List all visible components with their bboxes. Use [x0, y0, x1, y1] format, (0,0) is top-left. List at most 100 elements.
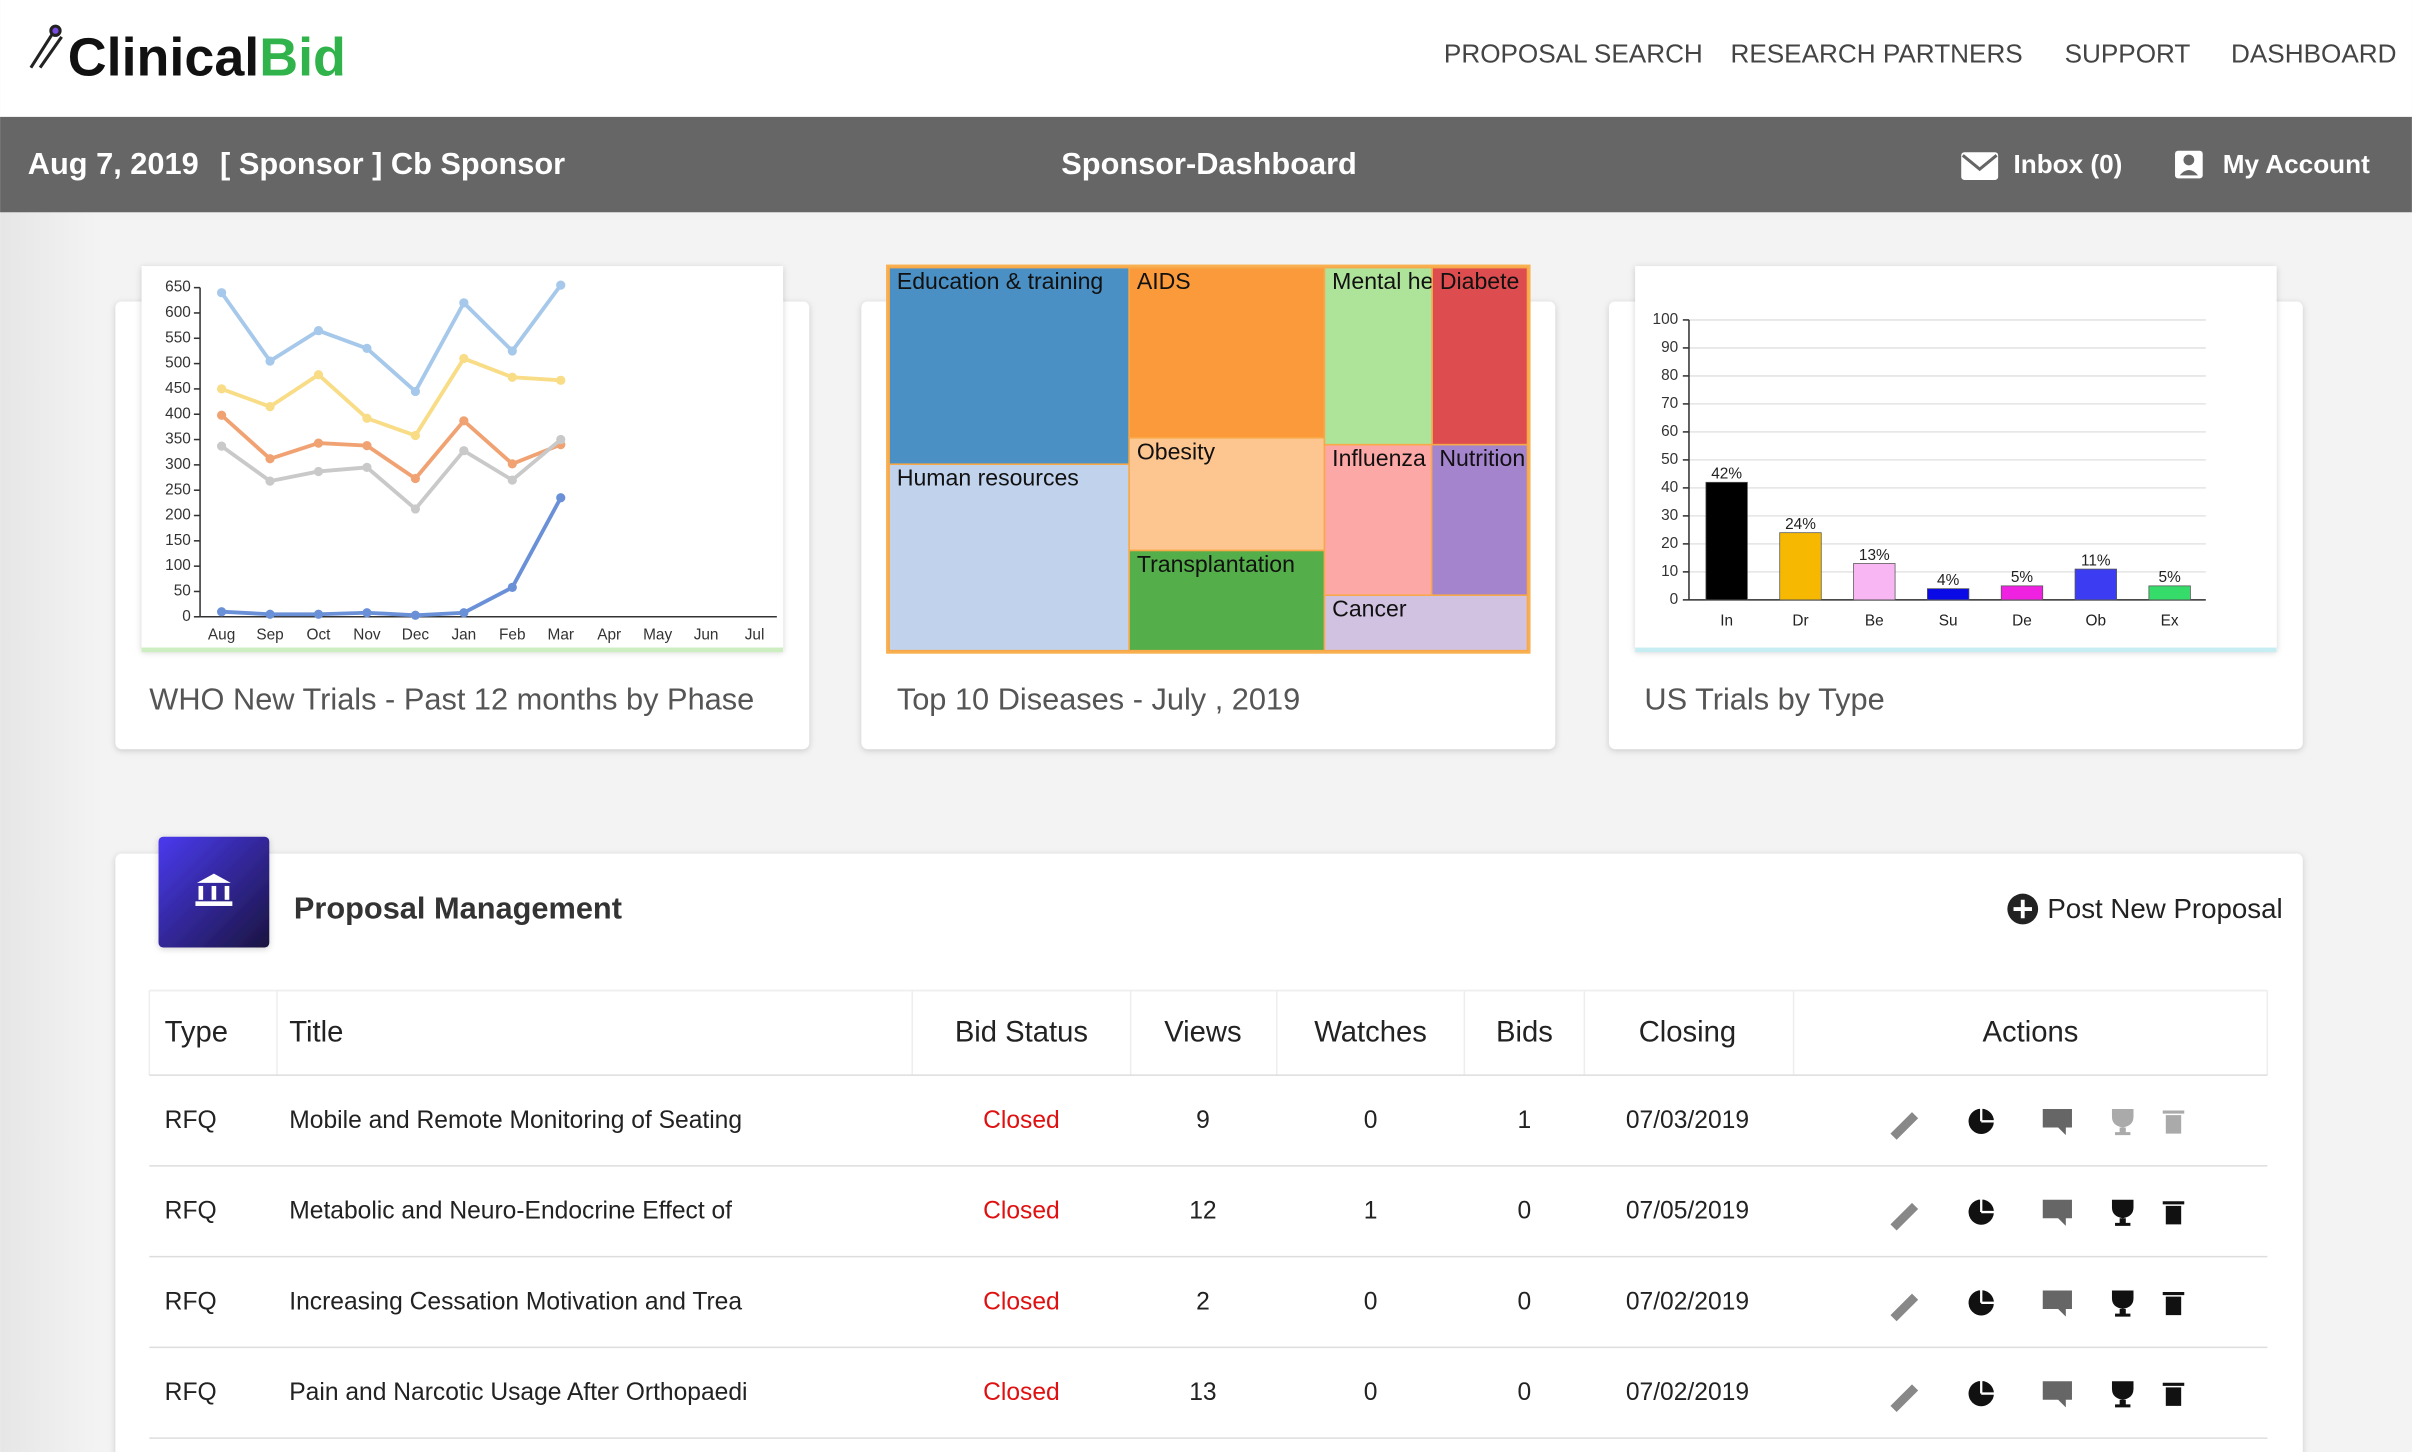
column-header: Type: [165, 1016, 228, 1048]
cell: 12: [1189, 1198, 1216, 1225]
report-icon[interactable]: [1966, 1197, 1997, 1227]
x-tick-label: Ob: [2086, 612, 2107, 629]
x-tick-label: De: [2012, 612, 2032, 629]
x-tick-label: Dr: [1792, 612, 1808, 629]
treemap-cell: [1323, 443, 1433, 596]
section-title: Proposal Management: [294, 891, 622, 926]
point: [313, 370, 324, 380]
point: [556, 434, 566, 445]
column-header: Bids: [1496, 1016, 1553, 1048]
column-header: Views: [1164, 1016, 1241, 1048]
nav-link[interactable]: RESEARCH PARTNERS: [1730, 38, 2022, 68]
x-tick-label: Ex: [2161, 612, 2179, 629]
y-tick-label: 50: [1661, 451, 1678, 468]
y-tick-label: 600: [165, 304, 191, 321]
point: [216, 288, 227, 298]
cell: 0: [1364, 1288, 1378, 1315]
account[interactable]: My Account: [2223, 149, 2370, 179]
treemap-label: Cancer: [1332, 596, 1407, 622]
actions: [1890, 1197, 2185, 1231]
role: [ Sponsor ] Cb Sponsor: [220, 146, 565, 181]
comment-icon[interactable]: [2042, 1108, 2072, 1136]
treemap-label: Influenza: [1332, 445, 1426, 471]
cell: 0: [1518, 1379, 1532, 1406]
inbox[interactable]: Inbox (0): [2014, 149, 2123, 179]
nav-link[interactable]: SUPPORT: [2065, 38, 2191, 68]
nav-link[interactable]: DASHBOARD: [2231, 38, 2396, 68]
y-tick-label: 100: [165, 557, 191, 574]
report-icon[interactable]: [1966, 1106, 1997, 1137]
treemap-cell: [1430, 443, 1529, 596]
y-tick-label: 40: [1661, 479, 1678, 496]
top-nav: [0, 0, 2412, 117]
x-tick-label: Jun: [694, 626, 719, 643]
y-tick-label: 0: [1670, 591, 1679, 608]
award-icon[interactable]: [2111, 1381, 2134, 1408]
value-label: 24%: [1785, 516, 1816, 533]
comment-icon[interactable]: [2042, 1199, 2072, 1226]
delete-icon[interactable]: [2162, 1292, 2185, 1316]
point: [507, 475, 517, 485]
treemap-label: Education & training: [897, 268, 1103, 294]
chart-caption: US Trials by Type: [1644, 682, 1884, 717]
actions: [1890, 1106, 2185, 1140]
post-icon[interactable]: [2007, 893, 2039, 925]
comment-icon[interactable]: [2042, 1290, 2072, 1317]
treemap-label: Human resources: [897, 465, 1079, 491]
y-tick-label: 70: [1661, 395, 1678, 412]
value-label: 11%: [2081, 552, 2111, 569]
chart-caption: Top 10 Diseases - July , 2019: [897, 682, 1300, 717]
nav-link[interactable]: PROPOSAL SEARCH: [1444, 38, 1703, 68]
point: [265, 356, 275, 366]
edit-icon[interactable]: [1890, 1384, 1919, 1413]
delete-icon[interactable]: [2162, 1201, 2185, 1225]
cell: RFQ: [165, 1198, 217, 1225]
cell: 0: [1364, 1107, 1378, 1134]
x-tick-label: Nov: [353, 626, 381, 643]
y-tick-label: 0: [182, 608, 191, 625]
cell: RFQ: [165, 1288, 217, 1315]
point: [216, 441, 227, 451]
treemap-cell: [1431, 266, 1529, 446]
treemap-cell: [1323, 266, 1433, 446]
award-icon[interactable]: [2111, 1199, 2134, 1226]
award-icon[interactable]: [2111, 1108, 2134, 1136]
cell: 9: [1196, 1107, 1210, 1134]
date: Aug 7, 2019: [28, 146, 199, 181]
post-new-proposal[interactable]: Post New Proposal: [2047, 893, 2282, 924]
cell: 07/02/2019: [1626, 1379, 1749, 1406]
delete-icon[interactable]: [2162, 1110, 2185, 1134]
y-tick-label: 400: [165, 405, 191, 422]
delete-icon[interactable]: [2162, 1382, 2185, 1406]
y-tick-label: 100: [1653, 311, 1679, 328]
actions: [1890, 1287, 2185, 1322]
point: [459, 416, 469, 426]
page-title: Sponsor-Dashboard: [1061, 146, 1357, 181]
award-icon[interactable]: [2111, 1290, 2134, 1317]
line: [220, 413, 562, 482]
edit-icon[interactable]: [1890, 1112, 1919, 1140]
chart-box-accent: [1635, 647, 2277, 653]
point: [507, 459, 517, 469]
edit-icon[interactable]: [1890, 1202, 1919, 1231]
x-tick-label: Feb: [499, 626, 526, 643]
treemap-cell: [1323, 594, 1529, 652]
report-icon[interactable]: [1966, 1287, 1997, 1318]
value-label: 42%: [1711, 466, 1742, 483]
edit-icon[interactable]: [1890, 1293, 1919, 1322]
line: [220, 283, 563, 395]
cell: Closed: [983, 1288, 1060, 1315]
cell: 0: [1364, 1379, 1378, 1406]
x-tick-label: In: [1720, 612, 1733, 629]
x-tick-label: Su: [1939, 612, 1958, 629]
line: [221, 496, 563, 618]
report-icon[interactable]: [1966, 1378, 1997, 1409]
treemap-cell: [1128, 266, 1326, 439]
cell: Pain and Narcotic Usage After Orthopaedi: [289, 1379, 747, 1406]
cell: Metabolic and Neuro-Endocrine Effect of: [289, 1198, 732, 1225]
y-tick-label: 150: [165, 532, 191, 549]
comment-icon[interactable]: [2042, 1381, 2072, 1408]
point: [410, 386, 421, 397]
